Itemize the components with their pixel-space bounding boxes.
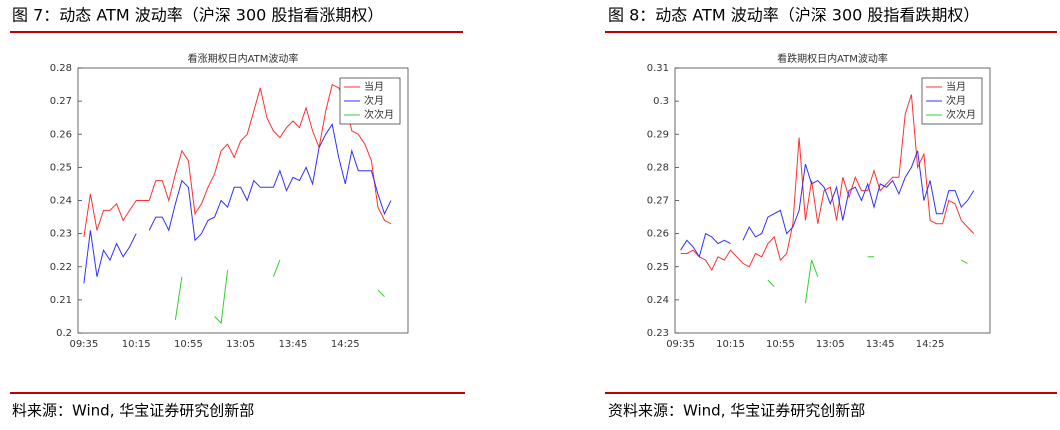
x-tick-label: 13:45: [866, 339, 895, 350]
x-tick-label: 10:15: [716, 339, 745, 350]
series-line: [767, 256, 968, 304]
y-tick-label: 0.26: [50, 129, 72, 140]
chart-title: 看涨期权日内ATM波动率: [188, 52, 299, 65]
y-tick-label: 0.25: [647, 262, 669, 273]
y-tick-label: 0.26: [647, 229, 669, 240]
y-tick-label: 0.25: [50, 162, 72, 173]
y-tick-label: 0.2: [56, 328, 72, 339]
x-tick-label: 09:35: [69, 339, 98, 350]
x-tick-label: 14:25: [916, 339, 945, 350]
figure-heading: 图 7：动态 ATM 波动率（沪深 300 股指看涨期权）: [12, 6, 383, 25]
y-tick-label: 0.24: [50, 196, 72, 207]
series-line: [83, 122, 392, 284]
y-tick-label: 0.24: [647, 295, 669, 306]
y-tick-label: 0.23: [50, 229, 72, 240]
x-tick-label: 10:15: [122, 339, 151, 350]
legend-label: 次次月: [946, 108, 976, 121]
y-tick-label: 0.31: [647, 63, 669, 74]
series-line: [680, 94, 975, 272]
y-tick-label: 0.29: [647, 129, 669, 140]
figure-heading: 图 8：动态 ATM 波动率（沪深 300 股指看跌期权）: [608, 6, 979, 25]
y-tick-label: 0.3: [653, 96, 669, 107]
y-tick-label: 0.28: [647, 162, 669, 173]
y-tick-label: 0.28: [50, 63, 72, 74]
legend-label: 当月: [946, 80, 966, 93]
x-tick-label: 13:05: [226, 339, 255, 350]
y-tick-label: 0.27: [50, 96, 72, 107]
y-tick-label: 0.27: [647, 196, 669, 207]
x-tick-label: 13:45: [279, 339, 308, 350]
legend-label: 次月: [364, 94, 384, 107]
legend-label: 次次月: [364, 108, 394, 121]
legend-label: 次月: [946, 94, 966, 107]
source-note: 资料来源：Wind, 华宝证券研究创新部: [608, 402, 865, 420]
x-tick-label: 09:35: [666, 339, 695, 350]
x-tick-label: 10:55: [766, 339, 795, 350]
y-tick-label: 0.21: [50, 295, 72, 306]
chart-title: 看跌期权日内ATM波动率: [777, 52, 888, 65]
x-tick-label: 14:25: [331, 339, 360, 350]
y-tick-label: 0.22: [50, 262, 72, 273]
legend-label: 当月: [364, 80, 384, 93]
legend-box: [339, 77, 401, 125]
source-note: 料来源：Wind, 华宝证券研究创新部: [12, 402, 254, 420]
y-tick-label: 0.23: [647, 328, 669, 339]
x-tick-label: 13:05: [816, 339, 845, 350]
series-line: [680, 150, 975, 259]
x-tick-label: 10:55: [174, 339, 203, 350]
series-line: [174, 259, 385, 325]
